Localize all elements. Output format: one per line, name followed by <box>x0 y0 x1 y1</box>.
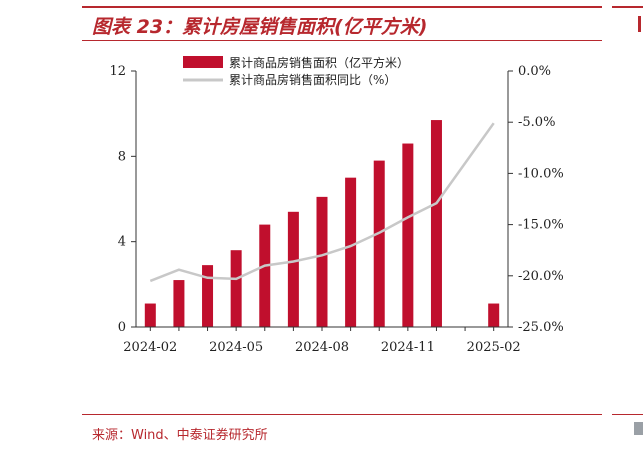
bar-2024-04 <box>202 265 214 327</box>
bar-2024-10 <box>373 160 385 327</box>
y-left-tick-label: 8 <box>118 149 126 164</box>
legend: 累计商品房销售面积（亿平方米） 累计商品房销售面积同比（%） <box>183 55 409 87</box>
y-left-tick-label: 4 <box>118 235 126 250</box>
y-right-tick-label: -5.0% <box>518 115 555 130</box>
y-right-tick-label: -10.0% <box>518 166 564 181</box>
bar-2024-07 <box>287 211 299 327</box>
y-right-tick-label: -15.0% <box>518 218 564 233</box>
source-note: 来源：Wind、中泰证券研究所 <box>92 428 268 443</box>
bar-series <box>144 120 500 327</box>
chart-title: 图表 23：累计房屋销售面积(亿平方米) <box>92 16 428 38</box>
bar-2024-05 <box>230 250 242 327</box>
legend-label-line: 累计商品房销售面积同比（%） <box>229 72 396 87</box>
x-tick-label: 2025-02 <box>467 340 521 355</box>
bar-2024-09 <box>345 177 357 327</box>
bar-2024-06 <box>259 224 271 327</box>
chart-area: 累计商品房销售面积（亿平方米） 累计商品房销售面积同比（%） 0 4 8 12 0.0% -… <box>109 55 563 355</box>
bar-2025-02 <box>488 303 500 327</box>
y-left-tick-label: 12 <box>109 64 126 79</box>
footer-rule <box>82 414 602 415</box>
title-underline <box>82 40 602 41</box>
x-tick-label: 2024-05 <box>209 340 263 355</box>
adjacent-panel-title-fragment <box>638 16 641 32</box>
y-right-tick-label: -20.0% <box>518 269 564 284</box>
adjacent-panel-source-fragment <box>634 422 643 435</box>
legend-swatch-bar <box>183 56 223 68</box>
y-right-tick-label: 0.0% <box>518 64 551 79</box>
bar-2024-03 <box>173 280 185 327</box>
adjacent-panel-footer-rule <box>612 414 643 415</box>
bar-2024-02 <box>144 303 156 327</box>
bar-2024-11 <box>402 143 414 327</box>
y-left-tick-label: 0 <box>118 320 126 335</box>
x-tick-label: 2024-08 <box>295 340 349 355</box>
bar-2024-12 <box>430 120 442 327</box>
yoy-line <box>149 122 495 283</box>
x-tick-label: 2024-02 <box>123 340 177 355</box>
axes: 0 4 8 12 0.0% -5.0% -10.0% -15.0% -20.0% -25.0% 20… <box>109 64 563 355</box>
legend-label-bar: 累计商品房销售面积（亿平方米） <box>229 55 409 70</box>
adjacent-panel-top-rule <box>612 6 643 8</box>
bar-2024-08 <box>316 196 328 327</box>
x-tick-label: 2024-11 <box>381 340 435 355</box>
y-right-tick-label: -25.0% <box>518 320 564 335</box>
header-top-rule <box>82 6 602 8</box>
